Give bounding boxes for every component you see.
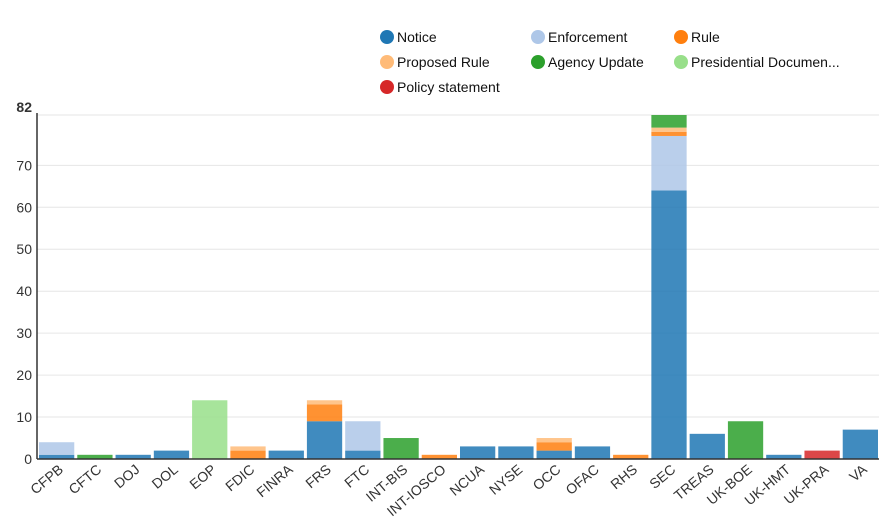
gridlines	[37, 114, 879, 418]
x-tick-label: RHS	[607, 461, 640, 492]
bar-segment[interactable]	[727, 421, 764, 459]
bar-segment[interactable]	[39, 454, 75, 459]
bar-segment[interactable]	[689, 433, 725, 459]
bar-segment[interactable]	[651, 115, 687, 128]
legend-item[interactable]: Enforcement	[531, 29, 627, 45]
legend-swatch	[674, 55, 688, 69]
x-tick-label: EOP	[186, 461, 219, 492]
legend-swatch	[380, 30, 394, 44]
y-tick-label: 70	[16, 157, 32, 173]
legend-swatch	[380, 55, 394, 69]
legend-item[interactable]: Notice	[380, 29, 437, 45]
x-tick-label: CFPB	[27, 461, 66, 497]
bar-segment[interactable]	[651, 135, 687, 191]
y-tick-label: 40	[16, 283, 32, 299]
bar-segment[interactable]	[536, 438, 572, 443]
y-tick-label: 10	[16, 409, 32, 425]
legend-label: Notice	[397, 29, 437, 45]
legend-item[interactable]: Agency Update	[531, 54, 644, 70]
x-tick-label: CFTC	[65, 461, 104, 497]
x-tick-label: NYSE	[486, 461, 525, 498]
y-tick-label: 50	[16, 241, 32, 257]
x-tick-label: DOL	[149, 461, 181, 492]
legend-swatch	[674, 30, 688, 44]
bar-segment[interactable]	[345, 421, 381, 451]
x-tick-label: NCUA	[446, 461, 487, 499]
bar-segment[interactable]	[192, 400, 228, 459]
bar-segment[interactable]	[536, 442, 572, 451]
legend-label: Enforcement	[548, 29, 627, 45]
legend-label: Presidential Documen...	[691, 54, 840, 70]
bar-segment[interactable]	[498, 446, 534, 459]
bar-segment[interactable]	[613, 454, 649, 459]
bar-segment[interactable]	[651, 127, 687, 132]
bar-segment[interactable]	[383, 438, 419, 459]
bar-segment[interactable]	[421, 454, 457, 459]
bar-segment[interactable]	[460, 446, 496, 459]
bar-segment[interactable]	[268, 450, 304, 459]
legend-label: Proposed Rule	[397, 54, 490, 70]
bar-segment[interactable]	[39, 442, 75, 455]
legend-swatch	[531, 55, 545, 69]
bar-segment[interactable]	[115, 454, 151, 459]
x-tick-label: FDIC	[222, 461, 257, 494]
legend-item[interactable]: Policy statement	[380, 79, 500, 95]
bar-segment[interactable]	[574, 446, 611, 459]
bar-segment[interactable]	[306, 404, 343, 422]
legend-swatch	[531, 30, 545, 44]
x-tick-label: DOJ	[111, 461, 143, 491]
y-tick-label: 20	[16, 367, 32, 383]
bar-segment[interactable]	[651, 190, 687, 459]
x-tick-label: OFAC	[562, 461, 601, 498]
x-tick-label: FRS	[302, 461, 334, 491]
legend: Notice Enforcement Rule Proposed Rule Agency…	[380, 29, 840, 95]
legend-label: Policy statement	[397, 79, 500, 95]
bar-segment[interactable]	[230, 446, 266, 451]
legend-label: Agency Update	[548, 54, 644, 70]
x-tick-label: VA	[846, 461, 870, 485]
legend-item[interactable]: Rule	[674, 29, 720, 45]
bar-segment[interactable]	[345, 450, 381, 459]
x-tick-label: FINRA	[253, 461, 296, 501]
bar-segment[interactable]	[153, 450, 190, 459]
bar-segment[interactable]	[766, 454, 802, 459]
bar-segment[interactable]	[842, 429, 878, 459]
y-tick-label: 30	[16, 325, 32, 341]
x-tick-label: FTC	[341, 461, 372, 491]
bar-segment[interactable]	[230, 450, 266, 459]
bar-segment[interactable]	[306, 421, 343, 459]
bar-segment[interactable]	[651, 131, 687, 136]
y-tick-label: 0	[24, 451, 32, 467]
x-tick-label: OCC	[529, 461, 563, 493]
y-max-label: 82	[16, 99, 32, 115]
bars	[39, 115, 878, 459]
legend-swatch	[380, 80, 394, 94]
bar-segment[interactable]	[804, 450, 840, 459]
bar-segment[interactable]	[306, 400, 343, 405]
legend-item[interactable]: Proposed Rule	[380, 54, 490, 70]
legend-item[interactable]: Presidential Documen...	[674, 54, 840, 70]
bar-segment[interactable]	[77, 454, 113, 459]
y-tick-label: 60	[16, 199, 32, 215]
x-tick-label: SEC	[646, 461, 678, 492]
bar-segment[interactable]	[536, 450, 572, 459]
legend-label: Rule	[691, 29, 720, 45]
